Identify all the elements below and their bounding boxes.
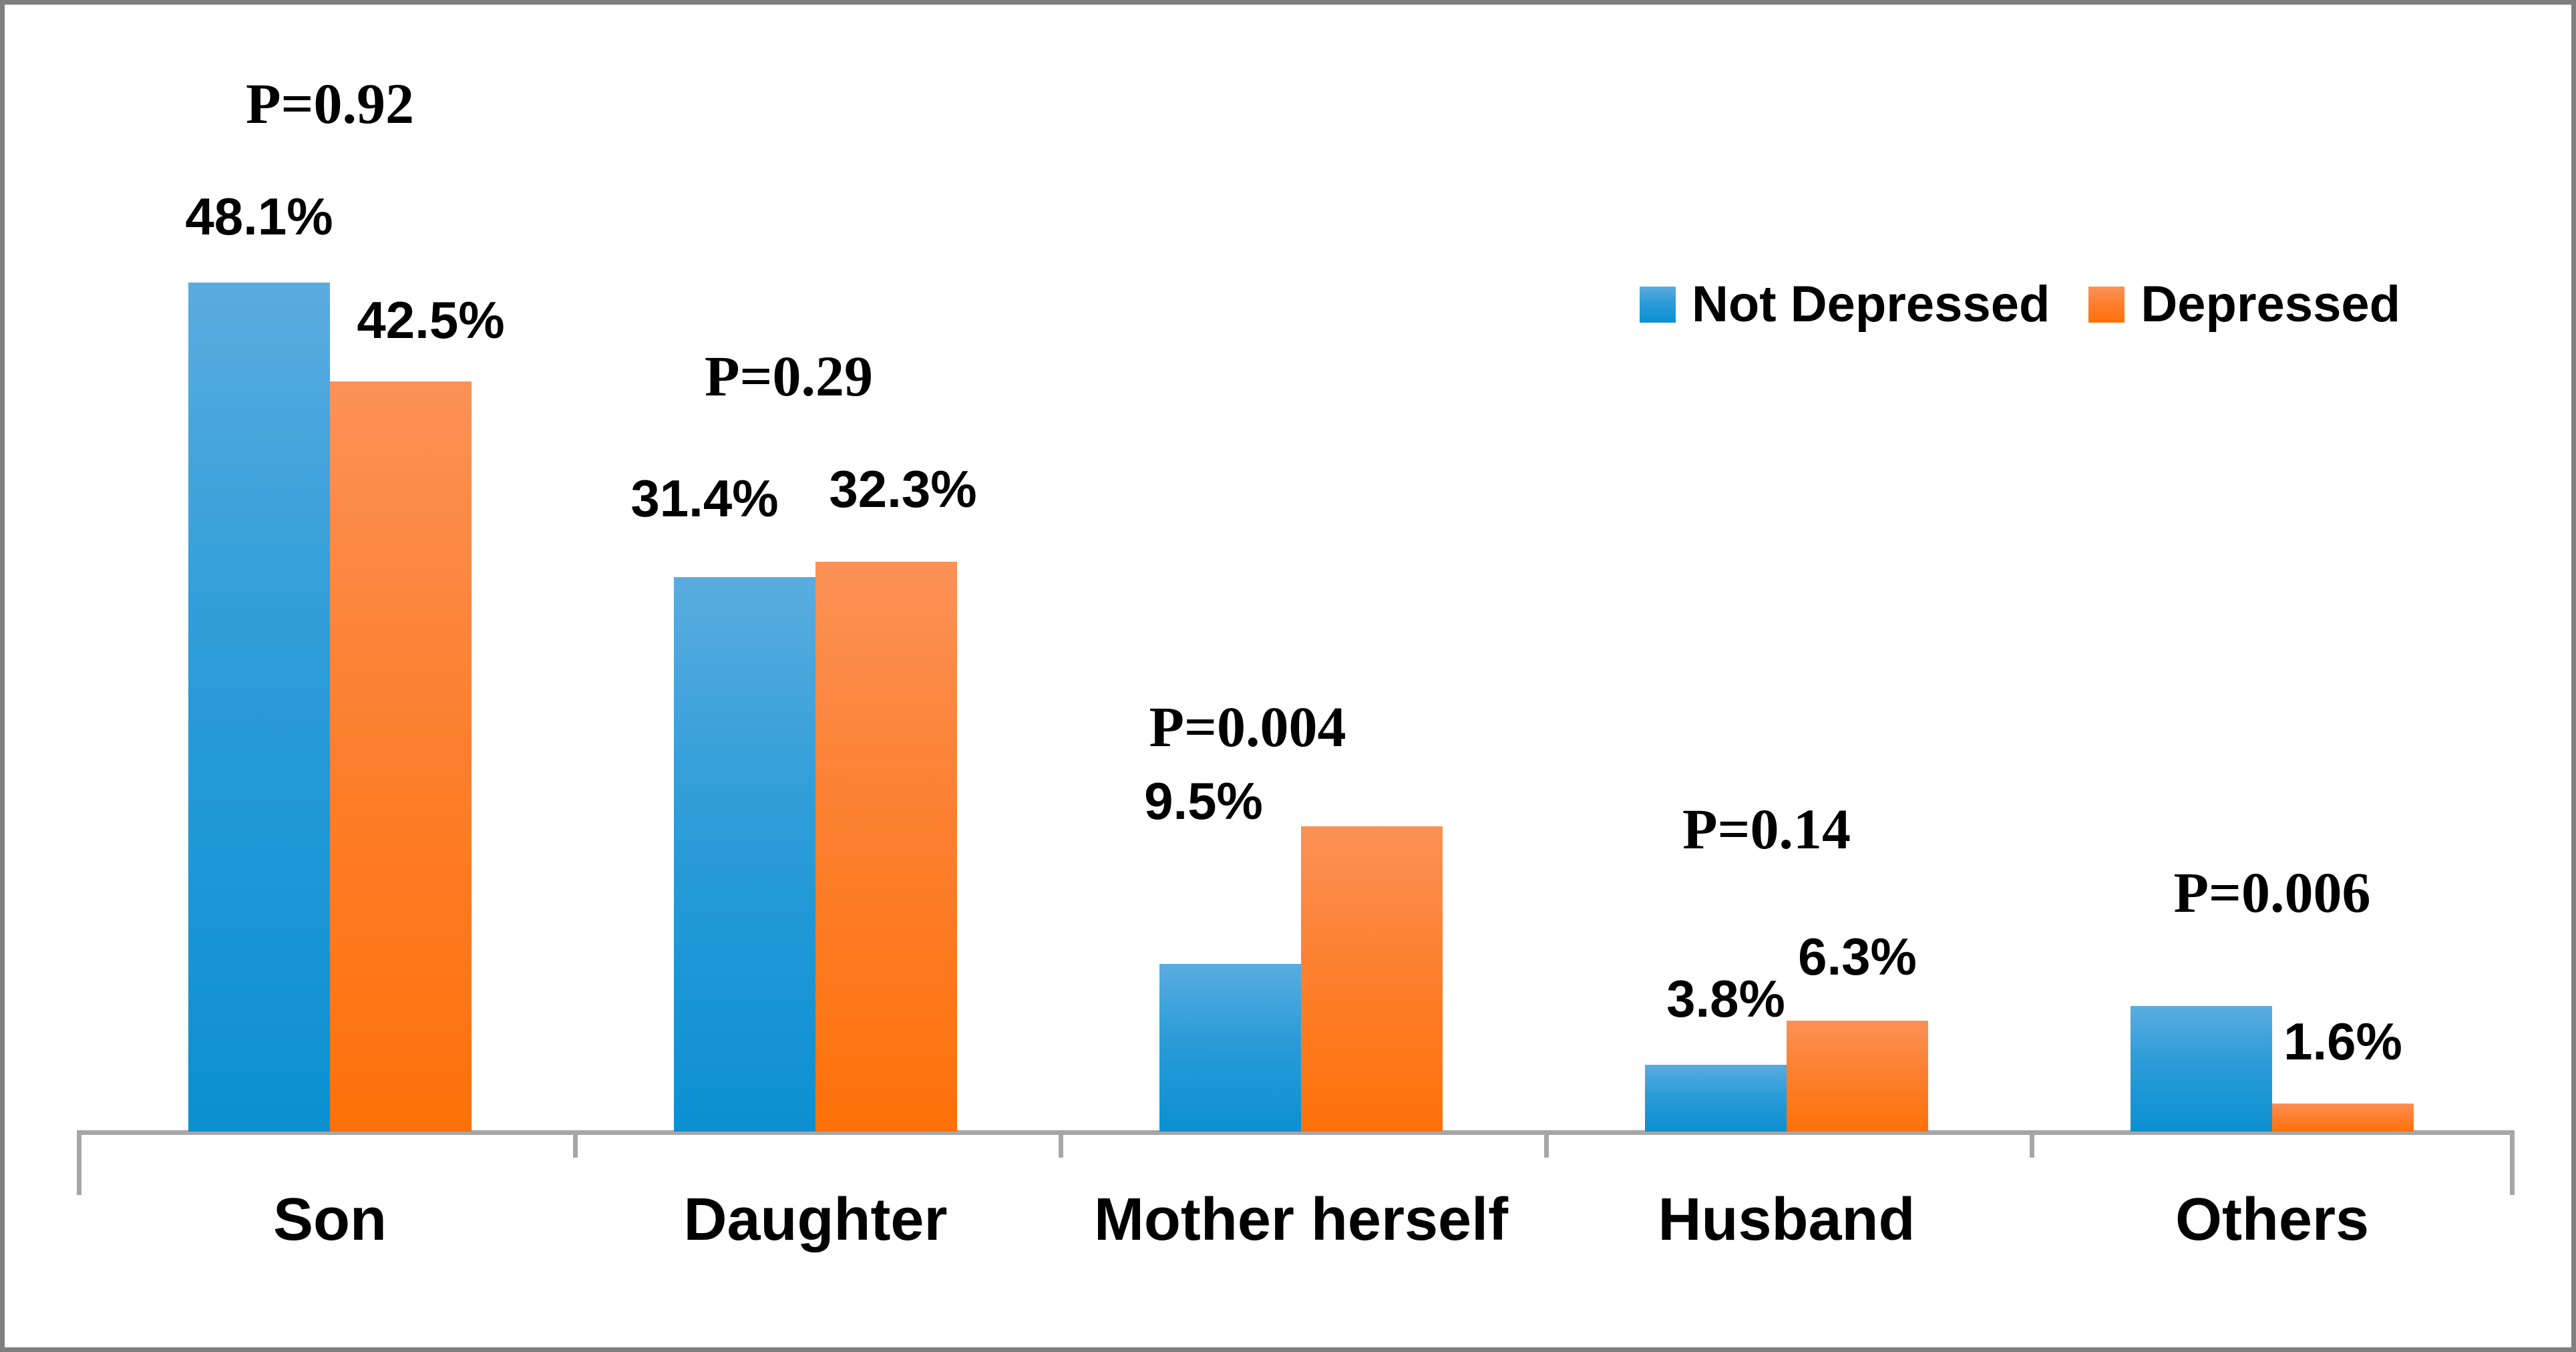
legend-label-depressed: Depressed	[2141, 276, 2401, 333]
bar-others-not-depressed	[2131, 1006, 2272, 1132]
data-label-daughter-depressed: 32.3%	[829, 460, 977, 518]
category-label-son: Son	[273, 1186, 387, 1253]
bar-husband-depressed	[1787, 1021, 1928, 1132]
x-axis-tick	[573, 1135, 578, 1158]
bar-son-depressed	[330, 381, 472, 1132]
bar-daughter-depressed	[815, 562, 957, 1132]
p-value-label-mother-herself: P=0.004	[1149, 695, 1346, 759]
data-label-mother-herself-not-depressed: 9.5%	[1144, 772, 1263, 830]
legend: Not Depressed Depressed	[1640, 279, 2400, 330]
category-label-husband: Husband	[1658, 1186, 1915, 1253]
legend-swatch-depressed-icon	[2088, 287, 2125, 323]
data-label-others-depressed: 1.6%	[2283, 1012, 2402, 1071]
bar-others-depressed	[2272, 1104, 2414, 1132]
category-label-daughter: Daughter	[683, 1186, 948, 1253]
x-axis-tick	[1544, 1135, 1549, 1158]
data-label-husband-depressed: 6.3%	[1798, 927, 1917, 986]
x-axis-line	[77, 1130, 2515, 1135]
legend-item-depressed: Depressed	[2088, 279, 2400, 330]
bar-daughter-not-depressed	[674, 577, 815, 1132]
p-value-label-daughter: P=0.29	[704, 344, 874, 408]
data-label-daughter-not-depressed: 31.4%	[630, 469, 779, 528]
bar-husband-not-depressed	[1645, 1065, 1787, 1132]
x-axis-tick	[2030, 1135, 2034, 1158]
x-axis-end-tick	[2510, 1135, 2515, 1195]
category-label-mother-herself: Mother herself	[1093, 1186, 1509, 1253]
legend-swatch-not-depressed-icon	[1640, 287, 1676, 323]
category-label-others: Others	[2175, 1186, 2370, 1253]
bar-son-not-depressed	[188, 283, 330, 1132]
bar-mother-herself-depressed	[1301, 826, 1443, 1132]
x-axis-tick	[1059, 1135, 1063, 1158]
x-axis-end-tick	[77, 1135, 81, 1195]
data-label-husband-not-depressed: 3.8%	[1666, 969, 1785, 1028]
bar-mother-herself-not-depressed	[1159, 964, 1301, 1132]
p-value-label-son: P=0.92	[245, 71, 415, 136]
data-label-son-depressed: 42.5%	[357, 291, 505, 349]
data-label-son-not-depressed: 48.1%	[185, 187, 333, 246]
legend-item-not-depressed: Not Depressed	[1640, 279, 2050, 330]
legend-label-not-depressed: Not Depressed	[1692, 276, 2050, 333]
p-value-label-husband: P=0.14	[1682, 797, 1851, 861]
p-value-label-others: P=0.006	[2173, 860, 2371, 924]
